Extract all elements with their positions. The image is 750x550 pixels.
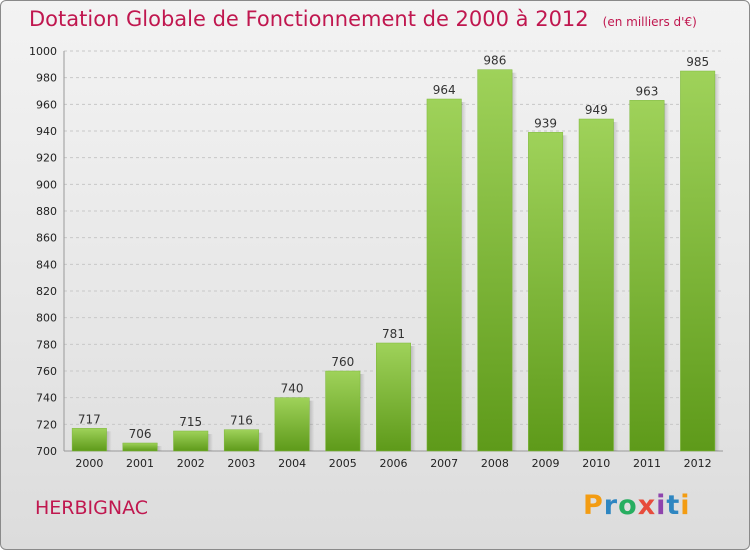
bar-2006 (376, 342, 411, 452)
y-tick-label: 960 (36, 98, 57, 111)
value-label: 706 (129, 427, 152, 441)
y-tick-label: 740 (36, 392, 57, 405)
x-axis-labels: 2000 2001 2002 2003 2004 2005 2006 2007 2008 2009… (75, 457, 711, 470)
bar-2008 (477, 69, 513, 452)
bar-shadow (613, 122, 619, 451)
logo-letter: o (618, 490, 638, 521)
bar-2011 (629, 100, 665, 452)
bar-shadow (714, 74, 720, 451)
logo-letter: t (666, 490, 681, 521)
bar-shadow (461, 102, 467, 451)
chart-unit: (en milliers d'€) (602, 15, 697, 29)
y-tick-label: 940 (36, 125, 57, 138)
bar-shadow (157, 446, 163, 451)
bar-shadow (207, 434, 213, 451)
proxiti-logo: Proxiti (583, 490, 691, 521)
value-label: 939 (534, 116, 557, 130)
bars: 717 706 715 716 740 760 781 964 986 939 949 963 985 (71, 54, 720, 452)
y-tick-label: 1000 (29, 45, 57, 58)
value-label: 986 (483, 54, 506, 68)
value-label: 717 (78, 412, 101, 426)
bar-shadow (360, 374, 366, 451)
y-tick-label: 760 (36, 365, 57, 378)
bar-shadow (512, 72, 518, 452)
value-label: 963 (636, 84, 659, 98)
y-tick-label: 980 (36, 72, 57, 85)
value-label: 985 (686, 55, 709, 69)
bar-2002 (173, 430, 209, 452)
bar-2001 (122, 442, 158, 452)
value-label: 949 (585, 103, 608, 117)
bar-2010 (578, 118, 614, 452)
x-tick-label: 2003 (227, 457, 255, 470)
x-tick-label: 2008 (481, 457, 509, 470)
value-label: 964 (433, 83, 456, 97)
x-tick-label: 2004 (278, 457, 306, 470)
x-tick-label: 2006 (380, 457, 408, 470)
bar-shadow (562, 135, 568, 452)
y-tick-label: 920 (36, 152, 57, 165)
grid-lines (64, 50, 723, 452)
y-tick-label: 800 (36, 312, 57, 325)
bar-2003 (223, 429, 259, 452)
value-label: 740 (281, 382, 304, 396)
logo-letter: P (583, 490, 604, 521)
x-tick-label: 2010 (582, 457, 610, 470)
bar-2012 (680, 70, 716, 452)
bar-shadow (106, 431, 112, 451)
chart-title-text: Dotation Globale de Fonctionnement de 20… (29, 7, 589, 31)
bar-shadow (258, 432, 264, 451)
x-tick-label: 2000 (75, 457, 103, 470)
x-tick-label: 2009 (532, 457, 560, 470)
y-axis: 700 720 740 760 780 800 820 840 860 880 900 920 940 9… (29, 45, 723, 458)
logo-letter: i (680, 490, 691, 521)
bar-2005 (325, 370, 361, 452)
y-tick-label: 880 (36, 205, 57, 218)
x-tick-label: 2001 (126, 457, 154, 470)
bar-shadow (410, 346, 416, 451)
bar-2004 (274, 397, 310, 452)
bar-2007 (426, 98, 462, 452)
y-tick-label: 720 (36, 418, 57, 431)
x-tick-label: 2011 (633, 457, 661, 470)
value-label: 715 (179, 415, 202, 429)
value-label: 716 (230, 414, 253, 428)
x-tick-label: 2002 (177, 457, 205, 470)
y-tick-label: 840 (36, 258, 57, 271)
y-tick-label: 900 (36, 178, 57, 191)
y-tick-label: 780 (36, 338, 57, 351)
place-name: HERBIGNAC (35, 497, 148, 519)
y-tick-label: 700 (36, 445, 57, 458)
bar-shadow (309, 400, 315, 451)
x-tick-label: 2005 (329, 457, 357, 470)
chart-title: Dotation Globale de Fonctionnement de 20… (29, 7, 697, 31)
bar-2000 (71, 428, 107, 452)
x-tick-label: 2012 (684, 457, 712, 470)
value-label: 760 (331, 355, 354, 369)
value-label: 781 (382, 327, 405, 341)
y-tick-label: 820 (36, 285, 57, 298)
logo-letter: x (637, 490, 657, 521)
y-tick-label: 860 (36, 232, 57, 245)
bar-shadow (664, 103, 670, 451)
bar-2009 (528, 132, 564, 452)
x-tick-label: 2007 (430, 457, 458, 470)
logo-letter: i (656, 490, 667, 521)
logo-letter: r (603, 490, 619, 521)
